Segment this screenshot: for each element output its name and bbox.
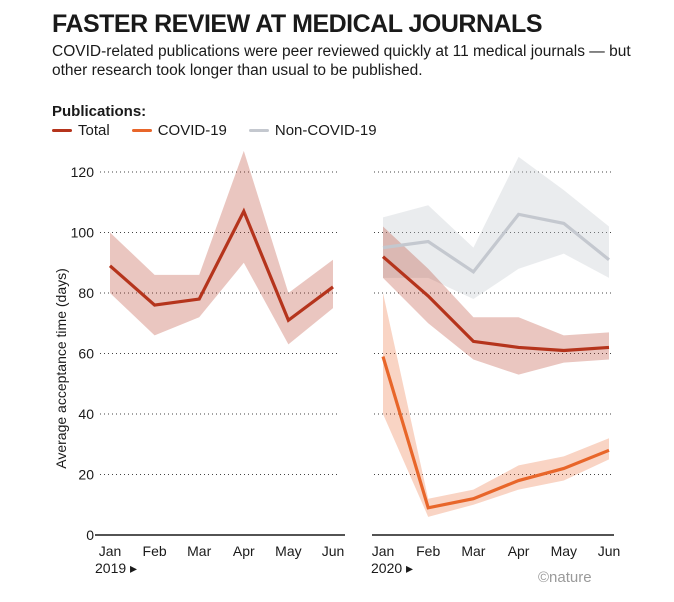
- x-tick-label-2019-jun: Jun: [322, 543, 345, 559]
- y-tick-label-120: 120: [71, 164, 95, 180]
- line-2020-total: [381, 255, 610, 353]
- chart-title: FASTER REVIEW AT MEDICAL JOURNALS: [52, 10, 543, 38]
- line-2020-covid-19: [381, 356, 610, 510]
- year-label-2019: 2019 ▸: [95, 560, 137, 576]
- legend-swatch-total: [52, 129, 72, 132]
- legend-item-covid: COVID-19: [131, 122, 227, 139]
- line-2020-non-covid-19: [382, 212, 611, 274]
- x-tick-label-2019-jan: Jan: [99, 543, 122, 559]
- x-tick-label-2020-may: May: [551, 543, 577, 559]
- band-2020-non-covid-19: [383, 156, 609, 300]
- band-2019-total: [110, 150, 333, 345]
- band-2020-covid-19: [383, 293, 609, 517]
- x-tick-label-2019-feb: Feb: [143, 543, 167, 559]
- y-tick-label-20: 20: [78, 467, 94, 483]
- y-tick-label-100: 100: [71, 225, 95, 241]
- y-tick-label-80: 80: [78, 285, 94, 301]
- line-2019-total: [108, 207, 334, 323]
- chart-subtitle: COVID-related publications were peer rev…: [52, 43, 631, 79]
- legend: Total COVID-19 Non-COVID-19: [52, 122, 377, 139]
- legend-label-noncovid: Non-COVID-19: [274, 122, 377, 139]
- legend-swatch-noncovid: [248, 129, 269, 132]
- legend-item-noncovid: Non-COVID-19: [248, 122, 377, 139]
- band-2020-total: [383, 226, 609, 375]
- legend-label-total: Total: [78, 122, 110, 139]
- legend-title: Publications:: [52, 103, 147, 120]
- x-tick-label-2019-may: May: [275, 543, 301, 559]
- y-tick-label-0: 0: [86, 527, 94, 543]
- x-tick-label-2019-apr: Apr: [233, 543, 255, 559]
- y-tick-label-60: 60: [78, 346, 94, 362]
- y-tick-label-40: 40: [78, 406, 94, 422]
- nature-credit: ©nature: [538, 569, 592, 586]
- legend-label-covid: COVID-19: [157, 122, 227, 139]
- x-tick-label-2020-jan: Jan: [372, 543, 395, 559]
- x-tick-label-2020-feb: Feb: [416, 543, 440, 559]
- legend-item-total: Total: [52, 122, 110, 139]
- legend-swatch-covid: [131, 129, 152, 132]
- x-tick-label-2020-apr: Apr: [508, 543, 530, 559]
- x-tick-label-2020-jun: Jun: [598, 543, 621, 559]
- x-tick-label-2019-mar: Mar: [187, 543, 211, 559]
- y-axis-label: Average acceptance time (days): [53, 268, 69, 469]
- year-label-2020: 2020 ▸: [371, 560, 413, 576]
- x-tick-label-2020-mar: Mar: [461, 543, 485, 559]
